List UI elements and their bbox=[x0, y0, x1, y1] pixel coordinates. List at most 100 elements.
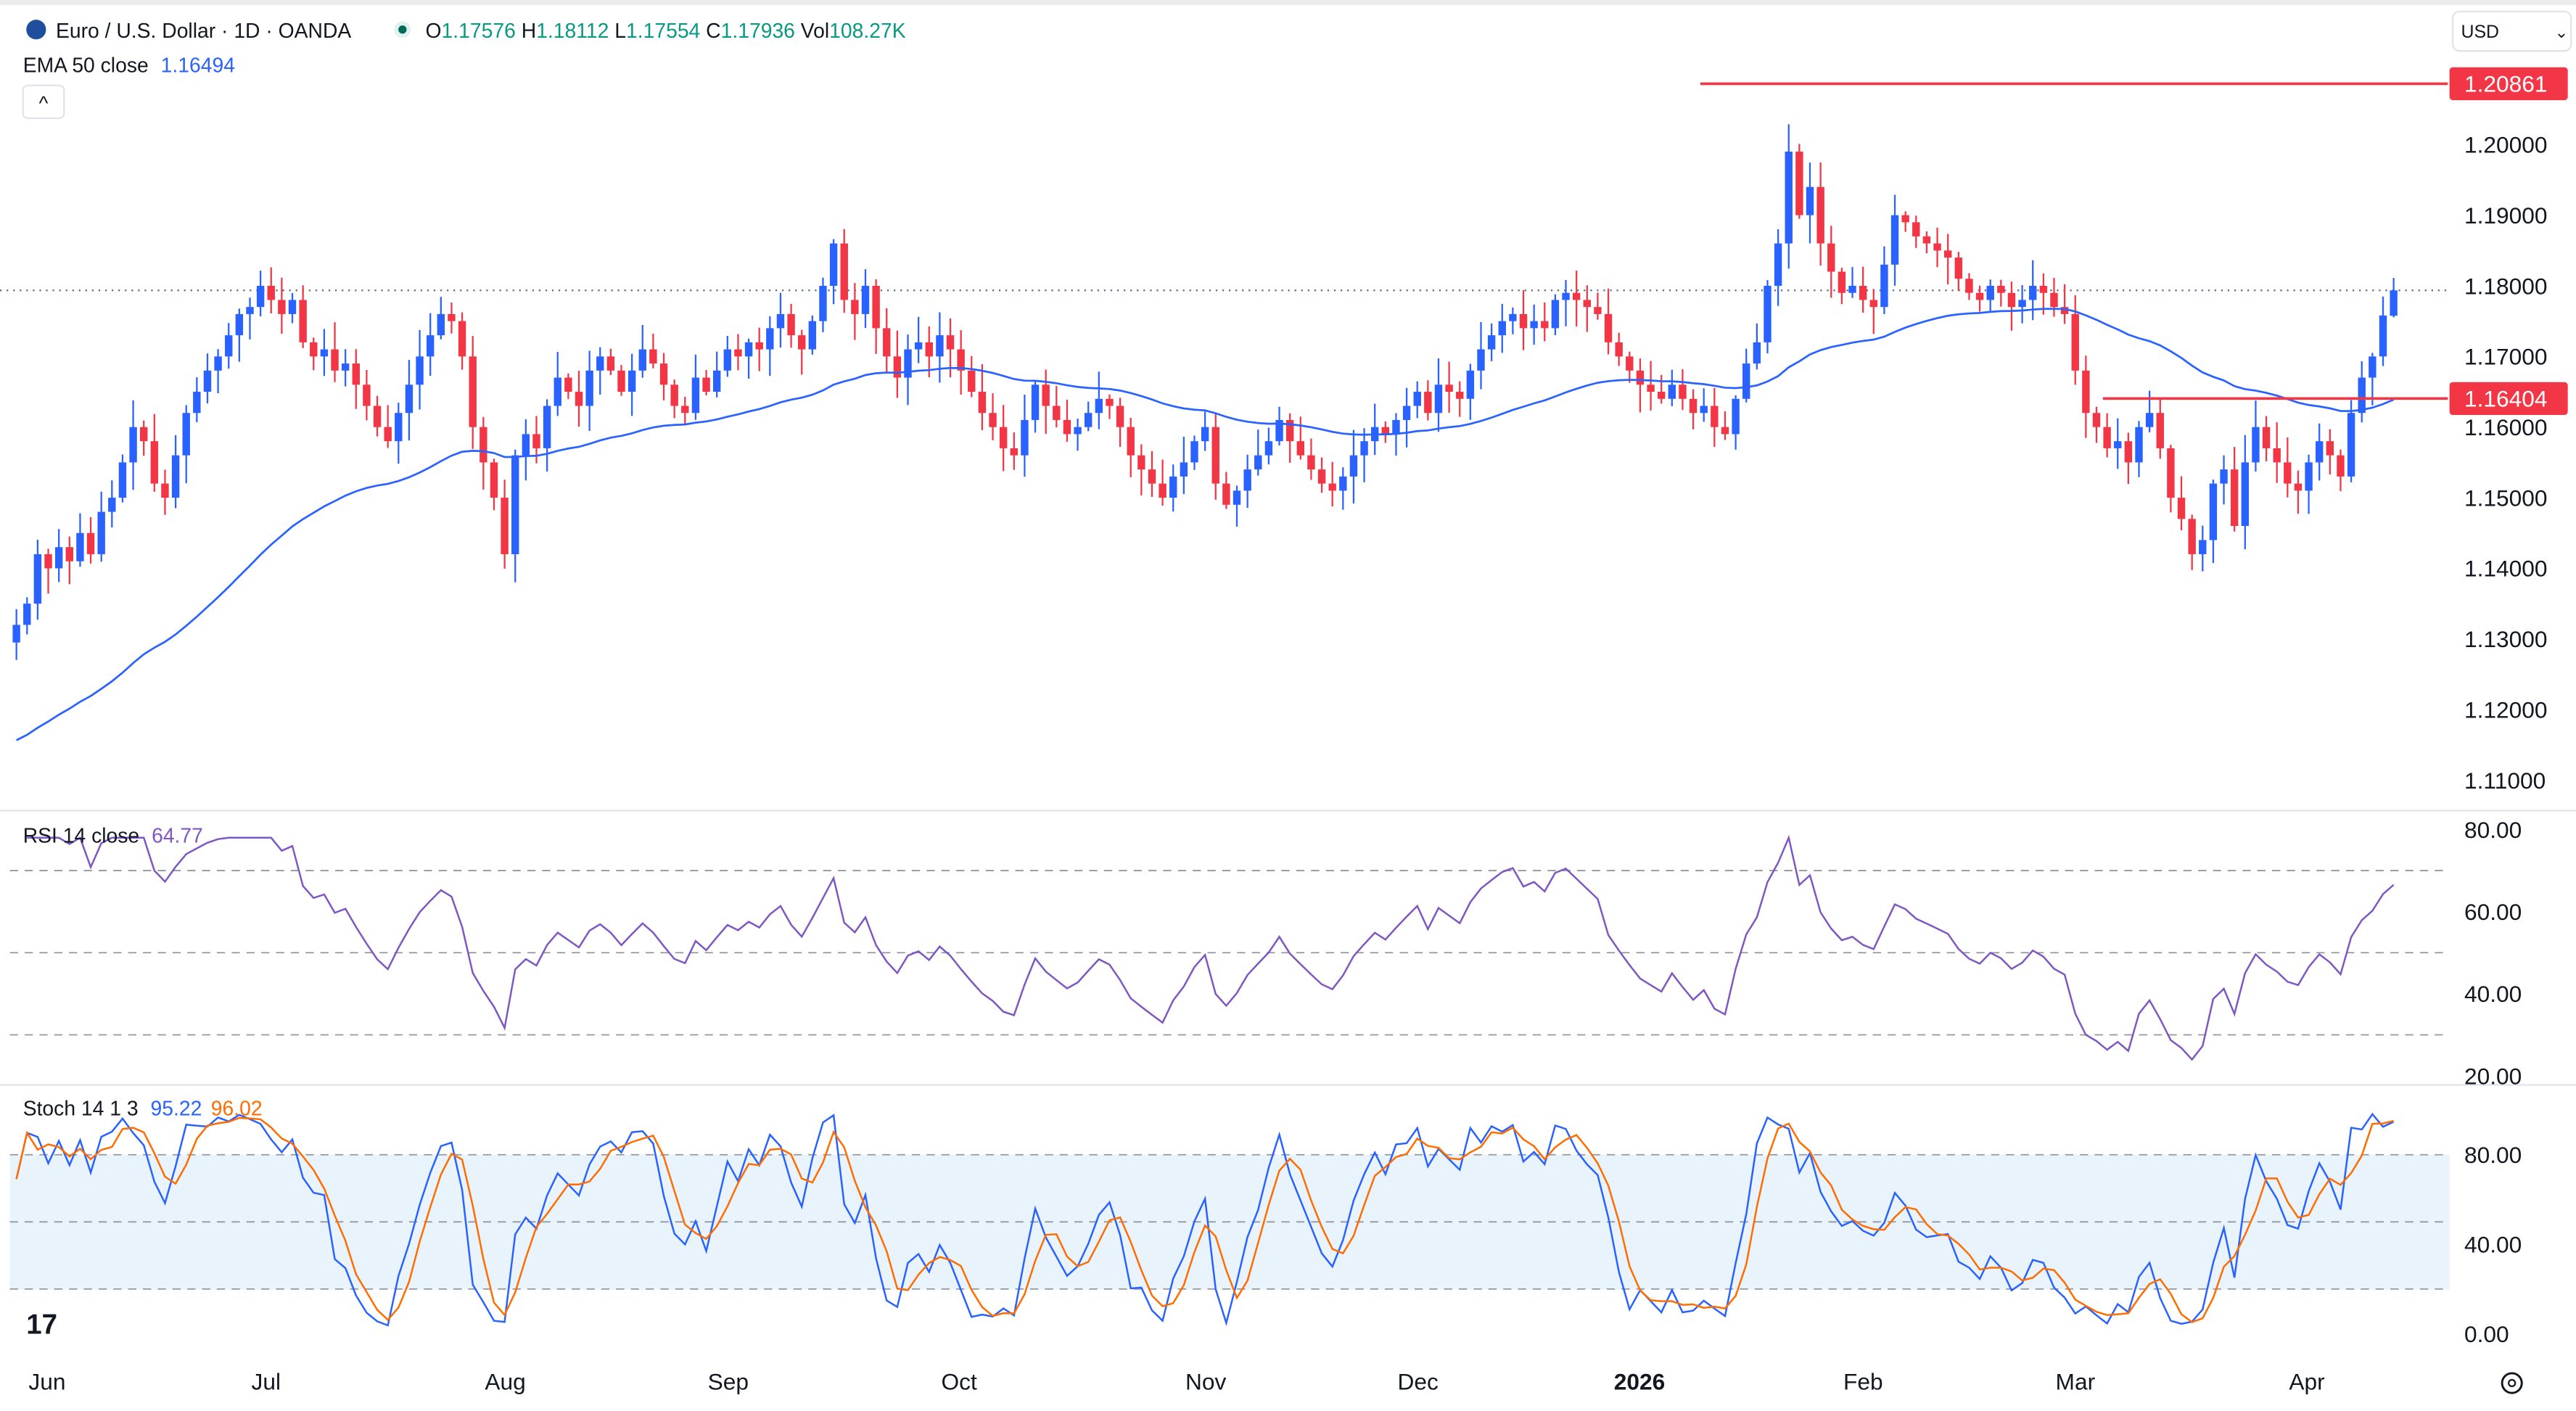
candle bbox=[256, 271, 265, 317]
candle-body bbox=[86, 532, 95, 554]
open-label: O bbox=[426, 19, 442, 42]
candle-body bbox=[1943, 250, 1952, 258]
candle bbox=[766, 316, 774, 377]
candle-body bbox=[1816, 186, 1824, 244]
candle-body bbox=[2039, 285, 2048, 293]
candle bbox=[1986, 279, 1994, 312]
candle bbox=[1827, 226, 1835, 298]
candle-body bbox=[798, 335, 806, 350]
candle bbox=[331, 322, 339, 382]
candle-body bbox=[1180, 462, 1188, 477]
candle-body bbox=[1201, 427, 1209, 442]
candle bbox=[564, 373, 572, 400]
candle-body bbox=[1360, 441, 1368, 456]
candle-body bbox=[702, 377, 710, 392]
candle bbox=[627, 353, 636, 416]
candle-body bbox=[1137, 455, 1145, 470]
candle-body bbox=[2358, 377, 2366, 414]
candle-body bbox=[363, 384, 371, 406]
candle-body bbox=[448, 313, 456, 321]
candle bbox=[1901, 211, 1909, 232]
candle bbox=[1954, 252, 1963, 292]
candle bbox=[2082, 355, 2090, 438]
rsi-legend[interactable]: RSI 14 close 64.77 bbox=[23, 824, 203, 847]
candle-body bbox=[744, 342, 753, 357]
candle-body bbox=[1785, 151, 1793, 244]
candle bbox=[1031, 379, 1040, 433]
candle bbox=[659, 353, 668, 400]
candle-body bbox=[458, 321, 466, 357]
candle bbox=[2273, 422, 2281, 483]
candle-body bbox=[33, 554, 42, 604]
candle bbox=[139, 420, 148, 456]
tradingview-logo[interactable]: 17 bbox=[26, 1309, 57, 1341]
candle bbox=[1859, 266, 1867, 313]
candle bbox=[1402, 387, 1411, 448]
symbol-legend[interactable]: Euro / U.S. Dollar · 1D · OANDA O1.17576… bbox=[26, 19, 906, 42]
candle-body bbox=[968, 370, 976, 392]
candle bbox=[1498, 303, 1506, 353]
candle bbox=[2230, 447, 2239, 532]
candle-body bbox=[1085, 413, 1092, 427]
candle bbox=[1222, 472, 1230, 509]
candle-body bbox=[1148, 469, 1156, 484]
candle bbox=[480, 416, 487, 490]
candle-body bbox=[1222, 483, 1230, 505]
candle bbox=[1254, 429, 1262, 476]
candle bbox=[617, 365, 625, 396]
candle-body bbox=[480, 427, 487, 463]
candle-body bbox=[1541, 321, 1549, 329]
candle bbox=[1456, 381, 1464, 417]
candle-body bbox=[936, 335, 944, 357]
time-axis-tick: Jul bbox=[252, 1369, 281, 1395]
candle bbox=[352, 349, 360, 409]
candle bbox=[1285, 413, 1294, 463]
candle bbox=[2241, 435, 2250, 550]
collapse-legend-button[interactable]: ^ bbox=[22, 84, 65, 120]
candle bbox=[914, 316, 923, 363]
candle bbox=[182, 405, 190, 484]
candle-body bbox=[118, 462, 127, 498]
candle-body bbox=[182, 413, 190, 456]
candle-body bbox=[861, 285, 870, 314]
candle-body bbox=[2284, 462, 2292, 484]
candle bbox=[2039, 273, 2048, 315]
candle bbox=[1381, 421, 1390, 443]
candle-body bbox=[108, 498, 116, 512]
candle-body bbox=[1296, 441, 1305, 456]
candle-body bbox=[373, 406, 382, 427]
price-axis-tick: 1.13000 bbox=[2464, 626, 2548, 652]
candle-body bbox=[2379, 315, 2387, 357]
candle-body bbox=[1700, 406, 1708, 414]
currency-select[interactable]: USD ⌄ bbox=[2452, 10, 2572, 52]
candle bbox=[118, 454, 127, 503]
rsi-label: RSI 14 close bbox=[23, 824, 139, 847]
candle-body bbox=[2316, 441, 2324, 463]
candle bbox=[2050, 278, 2058, 317]
candle bbox=[161, 469, 169, 515]
candle-body bbox=[203, 370, 212, 392]
candle-body bbox=[1233, 490, 1241, 505]
candle-body bbox=[1254, 455, 1262, 470]
candle bbox=[936, 312, 944, 383]
candle-body bbox=[76, 532, 84, 561]
time-axis-tick: Sep bbox=[708, 1369, 749, 1395]
stoch-d-line bbox=[15, 1116, 2394, 1323]
time-axis-tick: Nov bbox=[1185, 1369, 1227, 1395]
candle-body bbox=[1434, 384, 1443, 414]
candle-body bbox=[2092, 413, 2101, 427]
settings-gear-icon[interactable] bbox=[2501, 1372, 2523, 1394]
candle-body bbox=[2209, 483, 2218, 540]
candle-body bbox=[225, 335, 233, 357]
candle bbox=[1700, 388, 1708, 422]
candle-body bbox=[426, 335, 435, 357]
stoch-legend[interactable]: Stoch 14 1 3 95.22 96.02 bbox=[23, 1096, 263, 1119]
candle bbox=[2135, 421, 2143, 477]
ema-legend[interactable]: EMA 50 close 1.16494 bbox=[23, 54, 235, 77]
candle bbox=[1721, 411, 1729, 440]
candle bbox=[448, 303, 456, 334]
candle-body bbox=[1668, 384, 1676, 399]
candle-body bbox=[214, 356, 222, 371]
symbol-title: Euro / U.S. Dollar · 1D · OANDA bbox=[56, 19, 351, 42]
